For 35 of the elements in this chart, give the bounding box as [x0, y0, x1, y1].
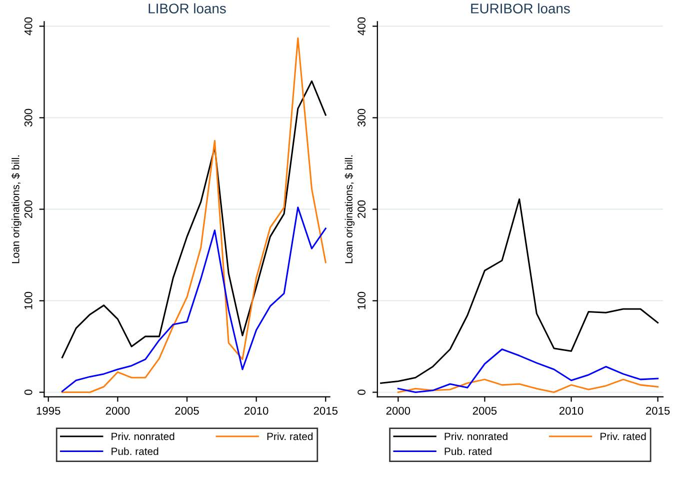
chart-title: LIBOR loans	[148, 3, 226, 14]
legend-label: Priv. rated	[600, 432, 646, 440]
line-series	[397, 378, 659, 394]
legend-label: Priv. rated	[267, 432, 313, 440]
legend-label: Pub. rated	[444, 447, 492, 456]
y-tick-label: 400	[24, 17, 32, 36]
x-tick-label: 2005	[472, 406, 497, 415]
y-tick-label: 0	[24, 390, 32, 395]
line-series	[397, 348, 659, 394]
y-tick-label: 200	[358, 200, 366, 218]
line-series	[380, 198, 659, 384]
x-tick-label: 1995	[36, 406, 60, 415]
y-tick-label: 300	[24, 108, 32, 127]
line-series	[61, 37, 326, 394]
y-tick-label: 200	[24, 200, 32, 218]
y-tick-label: 0	[358, 390, 366, 395]
x-tick-label: 2005	[175, 406, 199, 415]
y-tick-label: 100	[24, 292, 32, 310]
legend-label: Priv. nonrated	[112, 432, 174, 440]
y-tick-label: 100	[358, 292, 366, 310]
line-series	[61, 206, 326, 392]
y-axis-title: Loan originations, $ bill.	[344, 155, 355, 264]
chart-title: EURIBOR loans	[471, 3, 570, 14]
x-tick-label: 2015	[314, 406, 338, 415]
line-series	[61, 80, 326, 358]
y-tick-label: 400	[358, 17, 366, 36]
x-tick-label: 2000	[386, 406, 410, 415]
legend-label: Priv. nonrated	[444, 432, 508, 440]
x-tick-label: 2010	[244, 406, 268, 415]
x-tick-label: 2015	[646, 406, 670, 415]
x-tick-label: 2000	[106, 406, 130, 415]
x-tick-label: 2010	[559, 406, 584, 415]
legend-label: Pub. rated	[112, 447, 158, 456]
y-axis-title: Loan originations, $ bill.	[11, 155, 22, 264]
y-tick-label: 300	[358, 108, 366, 127]
